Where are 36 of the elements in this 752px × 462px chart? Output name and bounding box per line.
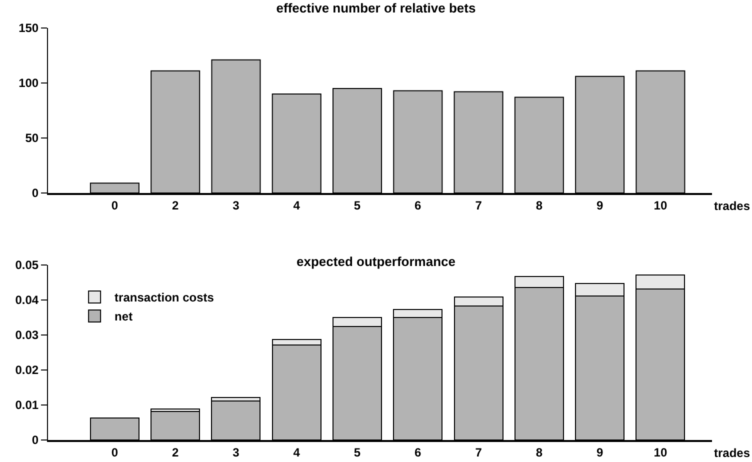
x-axis-title: trades bbox=[714, 446, 750, 460]
chart-title: effective number of relative bets bbox=[276, 0, 476, 16]
x-tick-label: 8 bbox=[536, 445, 543, 460]
y-tick-label: 150 bbox=[18, 21, 39, 36]
x-tick-label: 4 bbox=[293, 445, 300, 460]
y-tick-label: 0.02 bbox=[15, 363, 39, 378]
chart-title: expected outperformance bbox=[296, 254, 456, 270]
x-tick-label: 2 bbox=[172, 445, 179, 460]
x-tick-label: 7 bbox=[475, 445, 482, 460]
x-tick-label: 10 bbox=[654, 198, 668, 212]
x-tick-label: 3 bbox=[232, 445, 240, 460]
x-tick-label: 9 bbox=[596, 445, 604, 460]
x-tick-label: 5 bbox=[354, 445, 361, 460]
y-tick-label: 0.03 bbox=[15, 328, 39, 342]
x-tick-label: 3 bbox=[232, 198, 240, 212]
x-tick-label: 0 bbox=[111, 198, 118, 212]
y-tick-label: 0 bbox=[32, 186, 39, 200]
y-tick-label: 0.05 bbox=[15, 258, 39, 272]
y-tick-label: 50 bbox=[25, 131, 39, 146]
x-tick-label: 5 bbox=[354, 198, 361, 212]
x-tick-label: 4 bbox=[293, 198, 300, 212]
x-tick-label: 10 bbox=[654, 445, 668, 460]
x-tick-label: 6 bbox=[414, 445, 422, 460]
x-axis-title: trades bbox=[714, 199, 750, 213]
y-tick-label: 0.04 bbox=[15, 293, 39, 308]
x-tick-label: 0 bbox=[111, 445, 118, 460]
y-tick-label: 0.01 bbox=[15, 398, 39, 412]
y-tick-label: 0 bbox=[32, 433, 39, 448]
x-tick-label: 6 bbox=[414, 198, 422, 212]
legend-label: net bbox=[114, 310, 133, 324]
x-tick-label: 9 bbox=[596, 198, 604, 212]
x-tick-label: 8 bbox=[536, 198, 543, 212]
legend-label: transaction costs bbox=[114, 290, 214, 305]
x-tick-label: 2 bbox=[172, 198, 179, 212]
y-tick-label: 100 bbox=[18, 76, 39, 90]
x-tick-label: 7 bbox=[475, 198, 482, 212]
